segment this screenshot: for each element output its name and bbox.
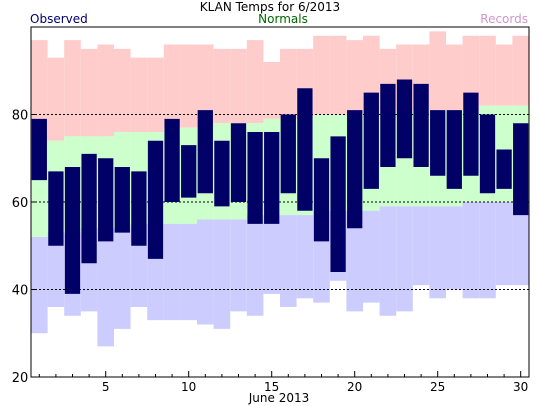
- observed-bar: [247, 132, 263, 224]
- x-axis-label: June 2013: [248, 391, 310, 405]
- record-high-band: [512, 35, 529, 106]
- observed-bar: [396, 79, 413, 159]
- record-high-band: [230, 48, 247, 124]
- record-high-band: [446, 44, 463, 111]
- record-low-band: [396, 206, 413, 312]
- record-high-band: [429, 31, 446, 111]
- observed-bar: [513, 123, 529, 216]
- observed-bar: [48, 171, 64, 246]
- observed-bar: [114, 167, 130, 233]
- observed-bar: [446, 110, 462, 189]
- record-low-band: [346, 210, 363, 312]
- observed-bar: [313, 158, 330, 242]
- record-high-band: [31, 40, 48, 141]
- record-low-band: [263, 215, 280, 294]
- y-tick-label: 80: [12, 109, 29, 124]
- observed-bar: [297, 88, 313, 211]
- observed-bar: [479, 114, 496, 194]
- plot-area: [31, 31, 529, 347]
- record-low-band: [213, 219, 231, 329]
- observed-bar: [98, 158, 114, 242]
- observed-bar: [197, 110, 213, 194]
- record-high-band: [180, 44, 197, 128]
- record-high-band: [197, 44, 214, 128]
- record-high-band: [479, 35, 496, 106]
- observed-bar: [230, 123, 247, 202]
- legend-observed: Observed: [30, 12, 88, 26]
- record-high-band: [313, 35, 330, 115]
- legend-records: Records: [480, 12, 528, 26]
- record-high-band: [213, 48, 231, 124]
- record-low-band: [97, 228, 114, 347]
- y-tick-label: 60: [12, 196, 29, 211]
- x-tick-label: 5: [102, 380, 110, 394]
- record-low-band: [31, 237, 48, 334]
- observed-bar: [330, 136, 346, 272]
- x-tick-label: 25: [430, 380, 445, 394]
- observed-bar: [430, 110, 446, 176]
- record-low-band: [363, 210, 380, 303]
- observed-bar: [280, 114, 296, 194]
- record-high-band: [495, 44, 513, 106]
- x-tick-label: 15: [264, 380, 279, 394]
- observed-bar: [164, 118, 180, 202]
- record-low-band: [379, 206, 397, 316]
- observed-bar: [347, 110, 363, 229]
- observed-bar: [81, 153, 97, 264]
- observed-bar: [131, 171, 147, 246]
- record-low-band: [412, 206, 430, 286]
- record-high-band: [329, 35, 347, 115]
- y-tick-label: 20: [12, 371, 29, 386]
- record-high-band: [64, 40, 81, 137]
- record-high-band: [147, 57, 164, 132]
- observed-bar: [413, 83, 429, 167]
- record-low-band: [163, 223, 181, 321]
- record-low-band: [479, 202, 496, 299]
- record-low-band: [446, 206, 463, 290]
- record-low-band: [495, 202, 513, 286]
- record-high-band: [130, 57, 148, 132]
- record-low-band: [296, 215, 314, 299]
- record-high-band: [163, 44, 181, 128]
- record-high-band: [97, 44, 114, 137]
- record-low-band: [180, 223, 197, 321]
- record-low-band: [462, 202, 480, 299]
- legend-normals: Normals: [258, 12, 308, 26]
- record-low-band: [246, 215, 264, 316]
- record-high-band: [80, 48, 98, 137]
- observed-bar: [31, 118, 47, 181]
- record-low-band: [197, 219, 214, 325]
- record-high-band: [47, 57, 65, 141]
- observed-bar: [363, 92, 379, 189]
- record-low-band: [429, 206, 446, 299]
- x-tick-label: 20: [347, 380, 362, 394]
- x-tick-label: 10: [181, 380, 196, 394]
- record-low-band: [47, 232, 65, 307]
- record-low-band: [512, 202, 529, 286]
- record-high-band: [246, 40, 264, 124]
- y-tick-label: 40: [12, 284, 29, 299]
- record-high-band: [346, 40, 363, 115]
- observed-bar: [380, 83, 396, 167]
- observed-bar: [264, 132, 280, 224]
- observed-bar: [496, 149, 512, 189]
- record-low-band: [280, 215, 297, 307]
- observed-bar: [64, 167, 81, 294]
- record-low-band: [114, 228, 131, 329]
- record-high-band: [114, 48, 131, 132]
- x-tick-label: 30: [513, 380, 528, 394]
- observed-bar: [181, 145, 197, 198]
- record-low-band: [230, 219, 247, 312]
- record-high-band: [462, 35, 480, 111]
- observed-bar: [214, 140, 230, 207]
- record-high-band: [263, 62, 280, 119]
- chart-title: KLAN Temps for 6/2013: [200, 0, 340, 14]
- observed-bar: [147, 140, 164, 259]
- observed-bar: [463, 92, 479, 176]
- record-high-band: [280, 48, 297, 119]
- axes: 20 40 60 80 5 10 15 20 25 30: [12, 109, 529, 395]
